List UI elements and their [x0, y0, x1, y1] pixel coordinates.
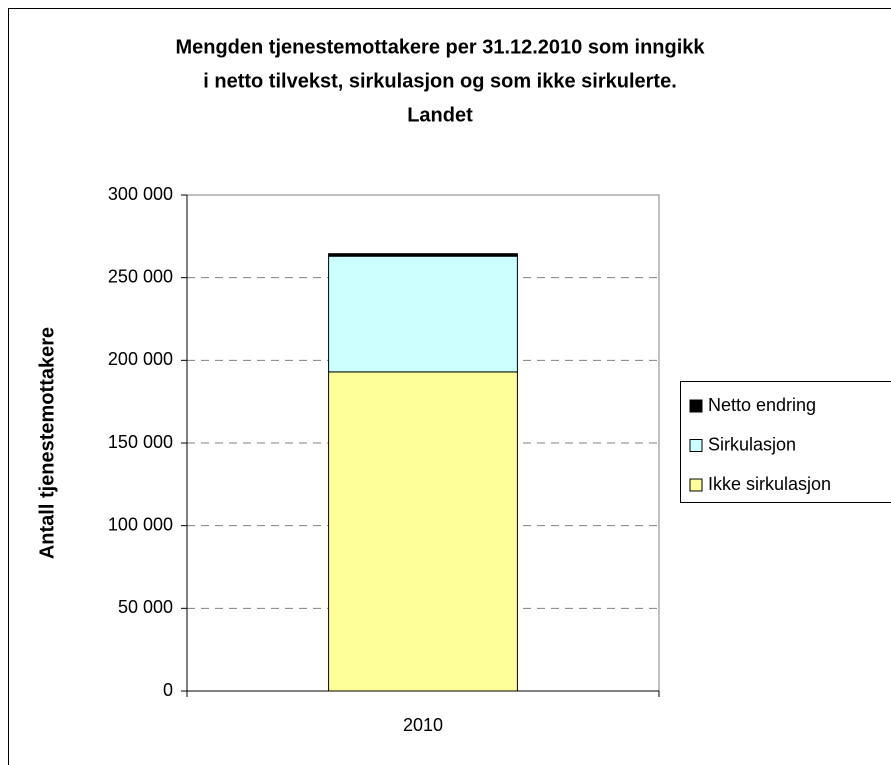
bar-segment — [328, 255, 518, 373]
y-tick-label: 250 000 — [108, 266, 173, 286]
y-tick-label: 300 000 — [108, 184, 173, 204]
legend-box — [680, 381, 891, 503]
y-tick-label: 100 000 — [108, 514, 173, 534]
y-axis-label: Antall tjenestemottakere — [36, 327, 58, 559]
chart-title: i netto tilvekst, sirkulasjon og som ikk… — [203, 70, 677, 92]
legend-label: Ikke sirkulasjon — [708, 474, 831, 494]
legend-swatch — [689, 478, 703, 492]
y-tick-label: 50 000 — [118, 597, 173, 617]
y-tick-label: 150 000 — [108, 432, 173, 452]
legend-label: Netto endring — [708, 395, 816, 415]
bar-segment — [328, 371, 518, 692]
chart-title: Mengden tjenestemottakere per 31.12.2010… — [175, 36, 705, 58]
legend-label: Sirkulasjon — [708, 434, 796, 454]
legend-swatch — [689, 399, 703, 413]
x-tick-label: 2010 — [403, 715, 443, 735]
legend-swatch — [689, 439, 703, 452]
bar-segment — [328, 253, 518, 257]
y-tick-label: 200 000 — [108, 349, 173, 369]
y-tick-label: 0 — [163, 680, 173, 700]
chart-title: Landet — [407, 104, 473, 126]
